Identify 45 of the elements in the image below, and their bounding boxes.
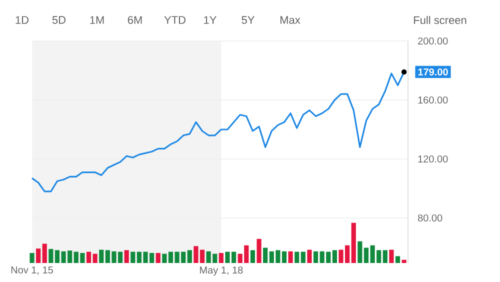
bar	[36, 248, 41, 263]
annotation: 179.00	[418, 68, 448, 76]
bar	[263, 248, 268, 263]
bar	[30, 252, 34, 263]
bar	[92, 254, 98, 263]
bar	[389, 250, 394, 263]
bar	[48, 248, 54, 263]
bar	[288, 251, 293, 263]
text: Max	[280, 16, 300, 24]
text: 1D	[16, 16, 29, 24]
bar	[42, 244, 47, 263]
bar	[313, 251, 318, 263]
text: Full screen	[414, 16, 466, 24]
bar	[162, 254, 167, 263]
bar	[218, 252, 224, 263]
bar	[86, 252, 92, 263]
bar	[99, 250, 104, 263]
y-tick-label: 120.00	[418, 155, 448, 163]
bar	[358, 241, 362, 263]
bar	[300, 252, 306, 263]
bar	[156, 252, 160, 263]
y-tick-label: 200.00	[418, 37, 448, 45]
text: YTD	[164, 16, 186, 24]
bar	[382, 250, 388, 263]
text: 6M	[128, 16, 142, 24]
text: 1Y	[204, 16, 216, 24]
bar	[250, 250, 256, 263]
bar	[351, 222, 356, 263]
y-tick-label: 80.00	[418, 214, 442, 222]
bar	[402, 260, 406, 263]
bar	[307, 250, 312, 263]
bar	[130, 252, 136, 263]
bar	[395, 256, 400, 263]
x-tick-label: Nov 1, 15	[11, 266, 53, 275]
bar	[332, 250, 337, 263]
bar	[187, 250, 192, 263]
bar	[282, 251, 287, 263]
bar	[256, 238, 262, 263]
text: 1M	[90, 16, 104, 24]
bar	[124, 250, 129, 263]
text: 5Y	[242, 16, 254, 24]
bar	[294, 252, 300, 263]
y-tick-label: 160.00	[418, 96, 448, 104]
text: 5D	[52, 16, 66, 24]
x-tick-label: May 1, 18	[200, 266, 243, 276]
